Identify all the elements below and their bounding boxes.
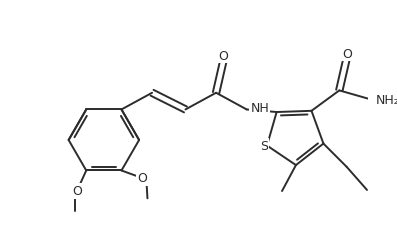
Text: O: O: [137, 172, 147, 185]
Text: O: O: [72, 185, 82, 198]
Text: O: O: [342, 48, 352, 60]
Text: NH₂: NH₂: [376, 94, 397, 107]
Text: O: O: [219, 50, 228, 63]
Text: S: S: [260, 139, 268, 152]
Text: NH: NH: [251, 102, 269, 114]
